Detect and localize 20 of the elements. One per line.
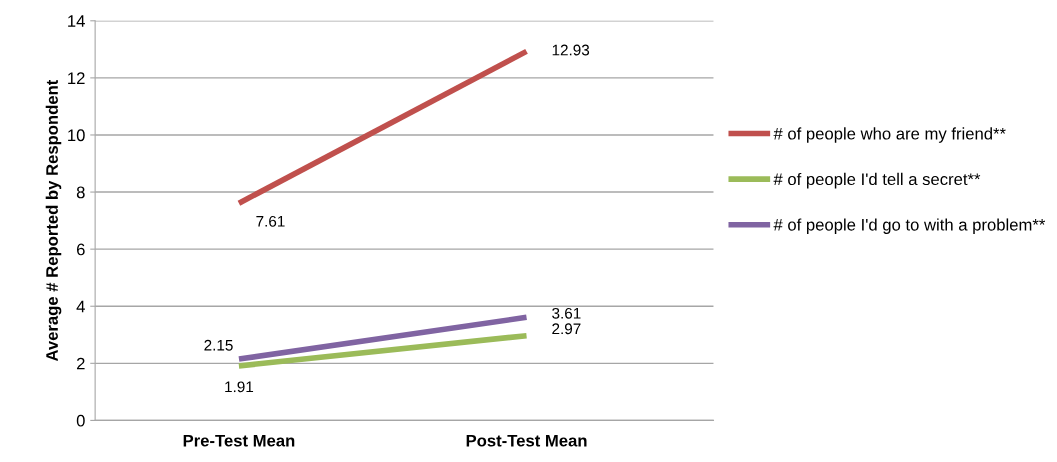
y-tick-label: 12 xyxy=(68,72,85,84)
legend-label: # of people I'd go to with a problem** xyxy=(773,218,1046,234)
y-tick-label: 10 xyxy=(68,129,85,142)
y-tick-label: 2 xyxy=(76,357,85,370)
data-label: 3.61 xyxy=(552,307,581,319)
data-label: 2.97 xyxy=(552,323,581,335)
y-tick-label: 4 xyxy=(76,300,85,313)
x-tick-label: Post-Test Mean xyxy=(466,434,587,447)
y-tick-label: 8 xyxy=(76,186,85,199)
y-axis-title: Average # Reported by Respondent xyxy=(45,79,62,362)
y-tick-label: 6 xyxy=(76,243,85,256)
y-tick-label: 14 xyxy=(68,15,85,27)
data-label: 7.61 xyxy=(256,215,285,227)
x-tick-label: Pre-Test Mean xyxy=(183,434,295,447)
data-label: 1.91 xyxy=(225,381,254,393)
y-tick-label: 0 xyxy=(76,414,85,427)
legend-label: # of people I'd tell a secret** xyxy=(773,172,981,189)
legend-label: # of people who are my friend** xyxy=(773,127,1006,143)
data-label: 2.15 xyxy=(204,339,233,351)
data-label: 12.93 xyxy=(552,44,590,56)
